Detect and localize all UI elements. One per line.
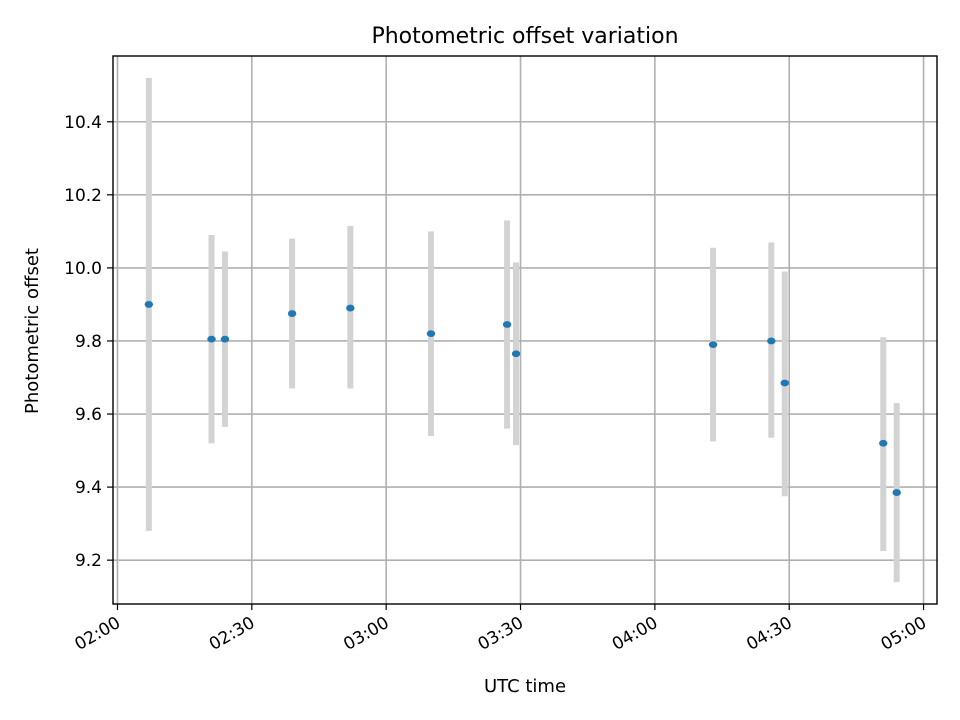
y-tick-label: 10.0 bbox=[64, 259, 102, 279]
data-point bbox=[511, 350, 521, 358]
x-tick-label: 05:00 bbox=[878, 613, 930, 655]
data-point bbox=[708, 341, 718, 349]
data-point bbox=[426, 330, 436, 338]
x-tick-label: 02:00 bbox=[72, 613, 124, 655]
y-tick-label: 9.4 bbox=[75, 478, 102, 498]
x-tick-label: 02:30 bbox=[206, 613, 258, 655]
grid-layer bbox=[113, 56, 937, 604]
data-point bbox=[767, 337, 776, 345]
data-point bbox=[287, 310, 297, 317]
data-point bbox=[502, 321, 512, 328]
x-tick-label: 03:30 bbox=[475, 613, 527, 655]
data-point bbox=[144, 301, 154, 308]
data-point bbox=[220, 335, 230, 343]
data-point bbox=[346, 304, 355, 312]
y-tick-label: 10.2 bbox=[64, 186, 102, 206]
errorbar-layer bbox=[145, 77, 900, 583]
y-tick-label: 10.4 bbox=[64, 113, 102, 133]
point-layer bbox=[144, 301, 901, 496]
chart-title: Photometric offset variation bbox=[371, 24, 678, 49]
y-tick-label: 9.6 bbox=[75, 405, 102, 425]
y-tick-label: 9.8 bbox=[75, 332, 102, 352]
data-point bbox=[892, 489, 901, 496]
x-tick-label: 04:00 bbox=[609, 613, 661, 655]
y-axis-label: Photometric offset bbox=[22, 248, 43, 414]
x-tick-label: 03:00 bbox=[340, 613, 392, 655]
data-point bbox=[207, 335, 216, 343]
data-point bbox=[780, 379, 789, 387]
plot-frame bbox=[112, 55, 938, 605]
x-axis-label: UTC time bbox=[484, 676, 566, 697]
x-tick-label: 04:30 bbox=[743, 613, 795, 655]
y-tick-label: 9.2 bbox=[75, 551, 102, 571]
data-point bbox=[879, 439, 888, 447]
